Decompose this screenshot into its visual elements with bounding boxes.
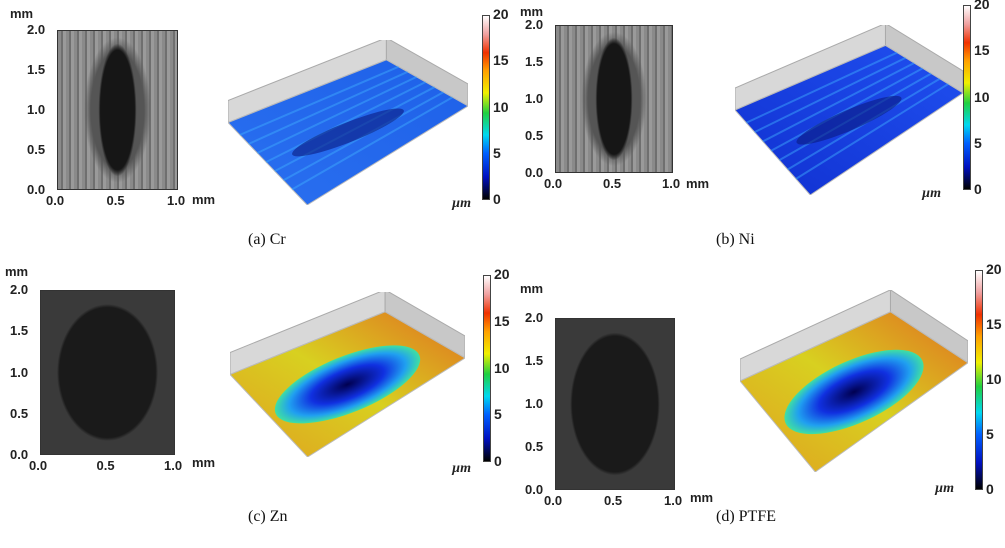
- colorbar-tick-label: 15: [974, 42, 990, 59]
- x-tick-label: 1.0: [164, 458, 183, 473]
- y-tick-label: 0.5: [525, 439, 544, 454]
- colorbar-tick-label: 15: [986, 316, 1002, 332]
- colorbar-unit: µm: [452, 196, 471, 211]
- colorbar-tick-label: 5: [986, 426, 994, 442]
- wear-track: [292, 108, 404, 157]
- x-tick-label: 0.0: [544, 493, 563, 508]
- y-axis-unit: mm: [10, 6, 34, 21]
- colorbar-tick-label: 20: [494, 266, 510, 282]
- x-tick-label: 1.0: [662, 176, 681, 191]
- panel-caption: (c) Zn: [248, 508, 288, 525]
- x-axis-unit: mm: [192, 192, 216, 207]
- wear-groove: [784, 349, 924, 435]
- micrograph-b: [555, 25, 673, 173]
- y-tick-label: 1.0: [27, 102, 46, 117]
- colorbar-unit: µm: [935, 481, 954, 496]
- x-tick-label: 0.5: [604, 493, 623, 508]
- y-axis-unit: mm: [5, 264, 29, 279]
- colorbar-a: [482, 15, 490, 200]
- x-tick-label: 0.0: [544, 176, 563, 191]
- y-tick-label: 2.0: [525, 310, 544, 325]
- y-tick-label: 1.5: [27, 62, 46, 77]
- colorbar-tick-label: 10: [493, 98, 509, 115]
- surface-3d-plot-a: [228, 40, 468, 205]
- y-tick-label: 2.0: [10, 282, 29, 297]
- colorbar-tick-label: 0: [493, 191, 501, 207]
- x-axis-unit: mm: [192, 455, 216, 470]
- colorbar-tick-label: 20: [493, 6, 509, 22]
- colorbar-tick-label: 0: [494, 453, 502, 469]
- y-tick-label: 1.5: [525, 54, 544, 69]
- colorbar-tick-label: 10: [986, 371, 1002, 387]
- y-tick-label: 2.0: [27, 22, 46, 37]
- colorbar-tick-label: 10: [494, 359, 510, 376]
- y-tick-label: 0.0: [525, 165, 544, 180]
- y-tick-label: 1.0: [525, 396, 544, 411]
- y-tick-label: 2.0: [525, 17, 544, 32]
- colorbar-tick-label: 0: [974, 181, 982, 197]
- micrograph-c: [40, 290, 175, 455]
- y-axis-unit: mm: [520, 281, 544, 296]
- surface-3d-plot-d: [740, 290, 968, 472]
- y-tick-label: 0.5: [27, 142, 46, 157]
- y-tick-label: 1.0: [10, 364, 29, 380]
- colorbar-tick-label: 15: [494, 312, 510, 329]
- x-axis-unit: mm: [690, 490, 714, 505]
- colorbar-tick-label: 5: [974, 134, 982, 151]
- surface-3d-plot-b: [735, 25, 963, 195]
- y-tick-label: 0.5: [525, 128, 544, 143]
- colorbar-tick-label: 10: [974, 88, 990, 105]
- panel-caption: (b) Ni: [716, 231, 755, 248]
- y-axis-unit: mm: [520, 4, 544, 19]
- y-tick-label: 0.0: [10, 447, 29, 462]
- colorbar-tick-label: 0: [986, 481, 994, 497]
- surface-3d-plot-c: [230, 292, 465, 457]
- colorbar-unit: µm: [452, 461, 471, 476]
- x-tick-label: 0.0: [46, 193, 65, 208]
- colorbar-tick-label: 20: [986, 261, 1002, 277]
- y-tick-label: 1.5: [525, 353, 544, 368]
- y-tick-label: 1.5: [10, 323, 29, 339]
- colorbar-c: [483, 275, 491, 462]
- micrograph-a: [57, 30, 178, 190]
- colorbar-unit: µm: [922, 186, 941, 201]
- colorbar-tick-label: 15: [493, 52, 509, 69]
- x-tick-label: 0.0: [29, 458, 48, 473]
- x-tick-label: 1.0: [664, 493, 683, 508]
- y-tick-label: 0.5: [10, 405, 29, 421]
- x-tick-label: 0.5: [96, 458, 115, 473]
- x-tick-label: 0.5: [106, 193, 125, 208]
- x-tick-label: 0.5: [603, 176, 622, 191]
- x-tick-label: 1.0: [167, 193, 186, 208]
- x-axis-unit: mm: [686, 176, 710, 191]
- colorbar-tick-label: 5: [494, 406, 502, 423]
- wear-track: [796, 95, 902, 145]
- wear-groove: [274, 345, 421, 424]
- micrograph-d: [555, 318, 675, 490]
- panel-caption: (a) Cr: [248, 231, 286, 248]
- y-tick-label: 0.0: [525, 482, 544, 497]
- colorbar-tick-label: 5: [493, 144, 501, 161]
- y-tick-label: 1.0: [525, 91, 544, 106]
- y-tick-label: 0.0: [27, 182, 46, 197]
- panel-caption: (d) PTFE: [716, 508, 776, 525]
- colorbar-tick-label: 20: [974, 0, 990, 12]
- colorbar-b: [963, 5, 971, 190]
- colorbar-d: [975, 270, 983, 490]
